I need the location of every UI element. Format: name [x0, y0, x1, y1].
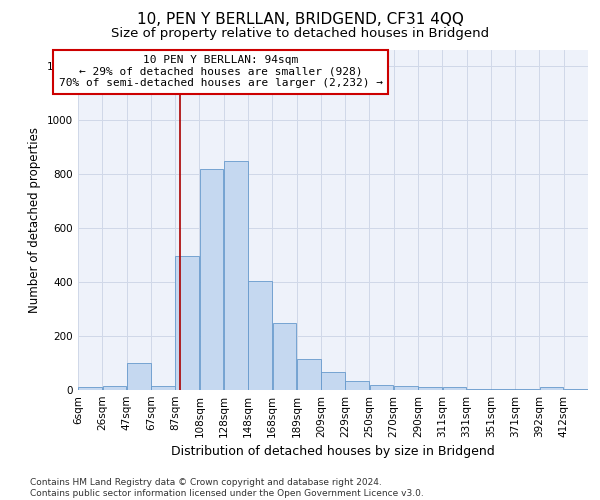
Bar — [394, 386, 418, 390]
Text: Size of property relative to detached houses in Bridgend: Size of property relative to detached ho… — [111, 28, 489, 40]
Bar — [175, 256, 199, 390]
Bar — [346, 380, 369, 390]
Bar — [78, 388, 102, 390]
Bar — [103, 386, 127, 390]
Bar — [539, 387, 563, 390]
Bar — [564, 389, 588, 390]
Bar — [297, 359, 320, 390]
Bar — [321, 372, 345, 390]
Bar — [151, 386, 175, 390]
Bar — [248, 280, 272, 390]
Bar — [224, 160, 248, 390]
Text: 10 PEN Y BERLLAN: 94sqm
← 29% of detached houses are smaller (928)
70% of semi-d: 10 PEN Y BERLLAN: 94sqm ← 29% of detache… — [59, 55, 383, 88]
Bar — [127, 363, 151, 390]
Text: 10, PEN Y BERLLAN, BRIDGEND, CF31 4QQ: 10, PEN Y BERLLAN, BRIDGEND, CF31 4QQ — [137, 12, 463, 28]
Bar — [370, 384, 394, 390]
Bar — [467, 389, 491, 390]
Bar — [515, 389, 539, 390]
Bar — [272, 322, 296, 390]
Bar — [491, 389, 515, 390]
Text: Contains HM Land Registry data © Crown copyright and database right 2024.
Contai: Contains HM Land Registry data © Crown c… — [30, 478, 424, 498]
Bar — [200, 168, 223, 390]
X-axis label: Distribution of detached houses by size in Bridgend: Distribution of detached houses by size … — [171, 446, 495, 458]
Y-axis label: Number of detached properties: Number of detached properties — [28, 127, 41, 313]
Bar — [418, 387, 442, 390]
Bar — [443, 387, 466, 390]
